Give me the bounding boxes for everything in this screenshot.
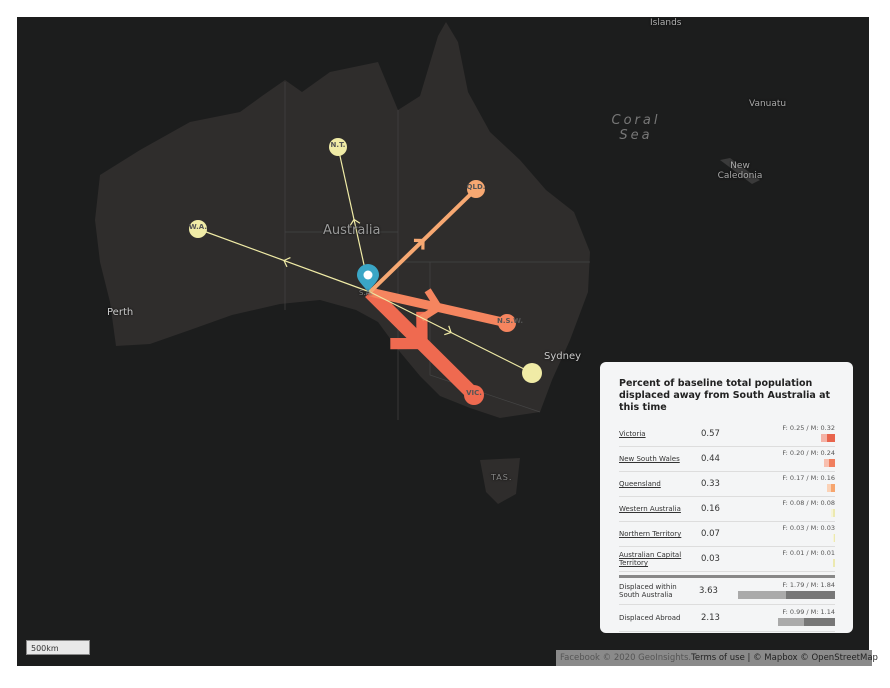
row-name[interactable]: Australian Capital Territory (619, 551, 682, 567)
node-label-nsw: N.S.W. (497, 317, 524, 325)
row-name[interactable]: New South Wales (619, 455, 680, 463)
node-qld[interactable] (467, 180, 485, 198)
legend-panel: Percent of baseline total population dis… (600, 362, 853, 633)
city-label-sydney: Sydney (544, 351, 582, 362)
new-caledonia-landmass (720, 158, 760, 184)
row-name: Displaced Abroad (619, 614, 681, 622)
legend-row: Australian Capital Territory 0.03 F: 0.0… (619, 547, 835, 572)
flow-arrow-nsw (419, 288, 444, 322)
row-value: 0.03 (701, 554, 720, 564)
terms-of-use-link[interactable]: Terms of use (691, 653, 745, 663)
node-label-qld: QLD. (466, 183, 486, 191)
label-origin: S.A. (359, 289, 373, 297)
row-bar-female (827, 484, 831, 492)
row-name[interactable]: Western Australia (619, 505, 681, 513)
scale-bar: 500km (26, 640, 90, 655)
flow-arrow-vic (390, 311, 428, 350)
row-split: F: 0.17 / M: 0.16 (782, 474, 835, 482)
row-name[interactable]: Queensland (619, 480, 661, 488)
total-row: Displaced Abroad 2.13 F: 0.99 / M: 1.14 (619, 605, 835, 632)
label-islands: Islands (650, 18, 682, 28)
node-act[interactable] (522, 363, 542, 383)
legend-row: Western Australia 0.16 F: 0.08 / M: 0.08 (619, 497, 835, 522)
row-bar-female (738, 591, 786, 599)
row-value: 0.07 (701, 529, 720, 539)
legend-title: Percent of baseline total population dis… (619, 378, 831, 413)
node-nsw[interactable] (498, 314, 516, 332)
tasmania-landmass (480, 458, 520, 504)
row-value: 0.33 (701, 479, 720, 489)
legend-divider (619, 575, 835, 578)
row-split: F: 0.25 / M: 0.32 (782, 424, 835, 432)
label-tas: TAS. (491, 473, 513, 482)
row-bar (831, 509, 835, 517)
australia-landmass (95, 22, 590, 418)
row-split: F: 1.79 / M: 1.84 (782, 581, 835, 589)
map-canvas[interactable]: Australia Perth Sydney Vanuatu New Caled… (17, 17, 869, 666)
node-vic[interactable] (464, 385, 484, 405)
map-svg (95, 22, 760, 504)
row-bar (833, 559, 835, 567)
flow-arrow-act (444, 325, 452, 336)
row-value: 3.63 (698, 586, 718, 596)
label-vanuatu: Vanuatu (749, 99, 787, 109)
legend-row: Victoria 0.57 F: 0.25 / M: 0.32 (619, 422, 835, 447)
attribution-facebook[interactable]: Facebook © 2020 GeoInsights. (560, 653, 692, 663)
row-bar (821, 434, 835, 442)
row-value: 0.57 (701, 429, 720, 439)
row-name[interactable]: Northern Territory (619, 530, 682, 538)
row-value: 0.16 (701, 504, 720, 514)
row-bar-female (833, 534, 834, 542)
legend-row: New South Wales 0.44 F: 0.20 / M: 0.24 (619, 447, 835, 472)
node-nt[interactable] (329, 138, 347, 156)
row-bar (833, 534, 835, 542)
legend-row: Northern Territory 0.07 F: 0.03 / M: 0.0… (619, 522, 835, 547)
flow-arrow-wa (283, 256, 291, 268)
node-wa[interactable] (189, 220, 207, 238)
country-label: Australia (323, 223, 381, 238)
legend-row: Queensland 0.33 F: 0.17 / M: 0.16 (619, 472, 835, 497)
row-split: F: 0.01 / M: 0.01 (782, 549, 835, 557)
flow-arrow-nt (349, 218, 361, 226)
row-bar (778, 618, 835, 626)
row-bar (738, 591, 835, 599)
total-row: Displaced within South Australia 3.63 F:… (619, 578, 835, 605)
row-name: Displaced within South Australia (619, 583, 677, 599)
row-bar (824, 459, 835, 467)
attribution: Facebook © 2020 GeoInsights.Terms of use… (556, 650, 878, 666)
row-split: F: 0.99 / M: 1.14 (782, 608, 835, 616)
row-value: 0.44 (701, 454, 720, 464)
flow-lines (189, 138, 542, 405)
row-value: 2.13 (701, 613, 720, 623)
location-pin-icon[interactable] (357, 264, 379, 292)
row-bar-female (831, 509, 833, 517)
row-bar-female (824, 459, 829, 467)
row-bar-female (778, 618, 804, 626)
row-bar-female (821, 434, 827, 442)
attribution-mapbox-osm[interactable]: | © Mapbox © OpenStreetMap (744, 653, 878, 663)
label-coral-sea: Coral Sea (611, 113, 661, 143)
row-name[interactable]: Victoria (619, 430, 646, 438)
row-split: F: 0.03 / M: 0.03 (782, 524, 835, 532)
flow-arrow-qld (413, 238, 425, 250)
node-label-vic: VIC. (466, 389, 482, 397)
node-label-nt: N.T. (330, 141, 346, 149)
node-label-wa: W.A. (188, 223, 208, 231)
row-split: F: 0.20 / M: 0.24 (782, 449, 835, 457)
row-split: F: 0.08 / M: 0.08 (782, 499, 835, 507)
row-bar (827, 484, 835, 492)
label-new-caledonia: New Caledonia (717, 161, 763, 181)
city-label-perth: Perth (107, 307, 134, 318)
